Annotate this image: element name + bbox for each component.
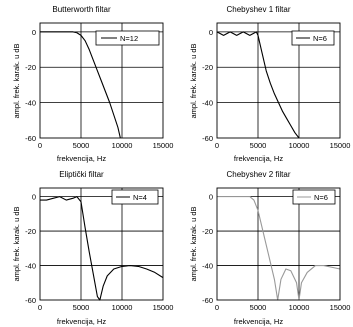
panel-title: Butterworth filtar <box>52 5 111 14</box>
panel-elliptic: Eliptički filtar 0 5000 10000 15000 0 -20 -40 -… <box>12 170 173 326</box>
y-tick-label: 0 <box>209 193 213 202</box>
y-axis-label: ampl. frek. karak. u dB <box>189 43 198 118</box>
y-tick-label: -60 <box>202 134 213 143</box>
legend-label: N=6 <box>313 34 327 43</box>
x-tick-label: 0 <box>38 141 42 150</box>
x-tick-label: 5000 <box>250 303 267 312</box>
y-tick-label: -60 <box>25 134 36 143</box>
legend-3: N=6 <box>292 189 336 205</box>
legend-1: N=6 <box>291 30 335 46</box>
legend-label: N=4 <box>133 193 147 202</box>
x-tick-label: 10000 <box>112 141 133 150</box>
y-tick-label: -20 <box>202 227 213 236</box>
legend-2: N=4 <box>111 189 159 205</box>
x-tick-label: 15000 <box>153 141 174 150</box>
axes-frame <box>39 187 164 301</box>
y-tick-label: 0 <box>32 193 36 202</box>
y-tick-label: -20 <box>25 227 36 236</box>
x-tick-label: 5000 <box>73 141 90 150</box>
y-tick-label: -20 <box>25 63 36 72</box>
x-axis-label: frekvencija, Hz <box>234 317 283 326</box>
x-tick-label: 0 <box>215 303 219 312</box>
plot-area-0: 0 5000 10000 15000 0 -20 -40 -60 <box>25 22 174 150</box>
panel-chebyshev-1: Chebyshev 1 filtar 0 5000 10000 15000 0 -20 -4… <box>189 5 350 163</box>
y-tick-label: -40 <box>202 262 213 271</box>
series-line <box>217 196 341 301</box>
y-tick-label: -40 <box>202 99 213 108</box>
x-tick-label: 5000 <box>73 303 90 312</box>
panel-chebyshev-2: Chebyshev 2 filtar 0 5000 10000 15000 0 -20 -4… <box>189 170 350 326</box>
panel-title: Chebyshev 1 filtar <box>226 5 290 14</box>
y-tick-label: -40 <box>25 262 36 271</box>
x-axis-label: frekvencija, Hz <box>234 154 283 163</box>
axes-frame <box>216 22 341 139</box>
series-line <box>40 31 121 139</box>
legend-box <box>292 189 336 205</box>
x-tick-label: 0 <box>215 141 219 150</box>
y-tick-label: 0 <box>209 28 213 37</box>
axes-frame <box>216 187 341 301</box>
x-tick-label: 10000 <box>289 141 310 150</box>
x-tick-label: 10000 <box>112 303 133 312</box>
y-axis-label: ampl. frek. karak. u dB <box>12 206 21 281</box>
axes-frame <box>39 22 164 139</box>
panel-title: Eliptički filtar <box>59 170 104 179</box>
plot-area-3: 0 5000 10000 15000 0 -20 -40 -60 <box>202 187 351 312</box>
panel-title: Chebyshev 2 filtar <box>226 170 290 179</box>
legend-box <box>95 30 160 46</box>
y-tick-label: 0 <box>32 28 36 37</box>
legend-box <box>111 189 159 205</box>
plot-area-2: 0 5000 10000 15000 0 -20 -40 -60 <box>25 187 174 312</box>
legend-0: N=12 <box>95 30 160 46</box>
x-tick-label: 0 <box>38 303 42 312</box>
plot-area-1: 0 5000 10000 15000 0 -20 -40 -60 <box>202 22 351 150</box>
y-tick-label: -60 <box>202 296 213 305</box>
x-axis-label: frekvencija, Hz <box>57 154 106 163</box>
series-line <box>40 196 164 301</box>
legend-label: N=6 <box>314 193 328 202</box>
x-tick-label: 10000 <box>289 303 310 312</box>
x-tick-label: 15000 <box>330 303 351 312</box>
panel-butterworth: Butterworth filtar 0 5000 10000 15000 0 -20 -4… <box>12 5 173 163</box>
x-tick-label: 5000 <box>250 141 267 150</box>
y-axis-label: ampl. frek. karak. u dB <box>189 206 198 281</box>
x-tick-label: 15000 <box>153 303 174 312</box>
y-tick-label: -20 <box>202 63 213 72</box>
x-tick-label: 15000 <box>330 141 351 150</box>
y-tick-label: -60 <box>25 296 36 305</box>
y-axis-label: ampl. frek. karak. u dB <box>12 43 21 118</box>
x-axis-label: frekvencija, Hz <box>57 317 106 326</box>
legend-label: N=12 <box>120 34 138 43</box>
series-line <box>216 31 300 139</box>
y-tick-label: -40 <box>25 99 36 108</box>
legend-box <box>291 30 335 46</box>
